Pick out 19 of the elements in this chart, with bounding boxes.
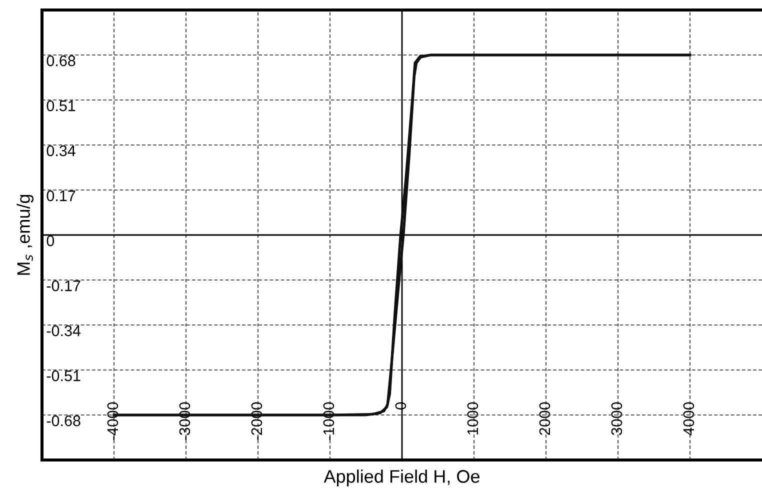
y-tick-label: 0: [46, 235, 54, 246]
y-tick-label: -0.51: [46, 370, 80, 382]
x-tick-label: 2000: [539, 402, 550, 435]
y-tick-label: -0.34: [46, 325, 81, 336]
y-tick-label: 0.34: [46, 145, 76, 156]
x-tick-label: 3000: [611, 402, 622, 436]
x-tick-label: -3000: [179, 402, 190, 440]
x-tick-label: 4000: [683, 402, 694, 436]
y-tick-label: 0.51: [46, 100, 76, 112]
y-tick-label: 0.17: [46, 190, 76, 202]
x-tick-label: 1000: [467, 402, 478, 434]
x-tick-label: -2000: [251, 402, 262, 440]
x-axis-title: Applied Field H, Oe: [324, 470, 480, 486]
x-tick-label: -1000: [323, 402, 334, 440]
x-tick-label: -4000: [107, 402, 118, 440]
y-tick-label: -0.68: [46, 415, 80, 426]
y-axis-title: M$_{s}$ ,emu/g: [16, 194, 34, 275]
y-tick-label: -0.17: [46, 280, 80, 292]
y-tick-label: 0.68: [46, 55, 76, 66]
